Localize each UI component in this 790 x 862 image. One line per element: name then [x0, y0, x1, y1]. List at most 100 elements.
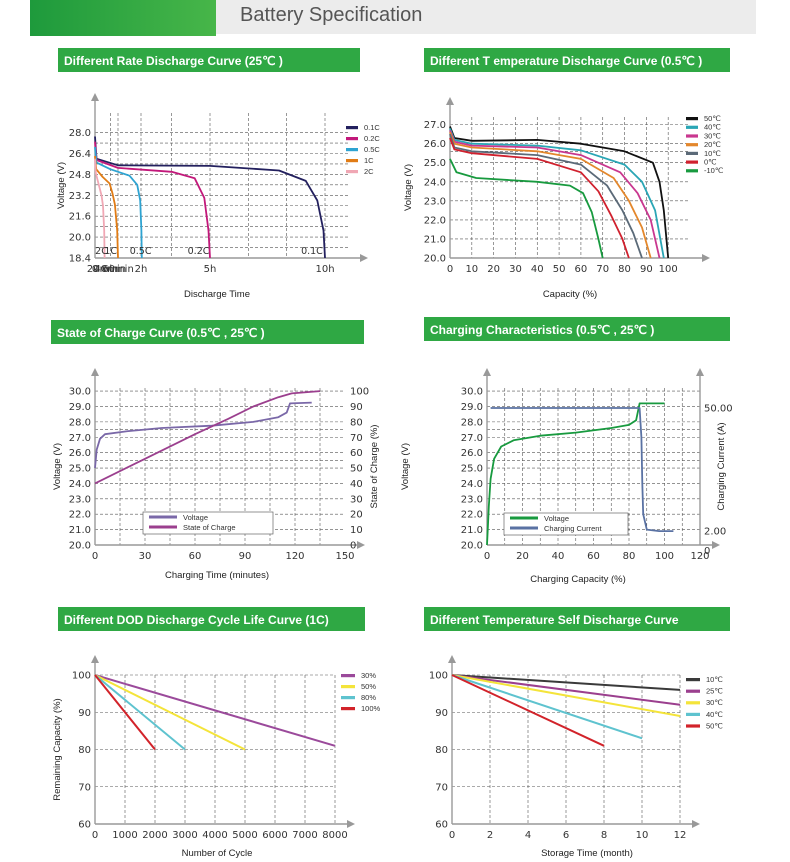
legend-swatch: [346, 126, 358, 130]
legend-swatch: [686, 169, 698, 173]
x-tick-label: 60min: [102, 264, 134, 275]
y-tick-label: 20.0: [69, 541, 91, 552]
y-tick-label: 80: [78, 745, 91, 756]
y-tick-label: 26.4: [69, 149, 91, 160]
y-tick-label: 27.0: [69, 433, 91, 444]
y-tick-label: 23.0: [69, 494, 91, 505]
y-axis-label: Voltage (V): [52, 443, 63, 490]
x-tick-label: 0: [484, 551, 490, 562]
x-tick-label: 60: [189, 551, 202, 562]
y-tick-label: 28.0: [69, 128, 91, 139]
series-line: [490, 407, 674, 532]
legend-label: 10℃: [704, 149, 721, 158]
legend-label: 1C: [364, 156, 374, 165]
legend-swatch: [686, 712, 700, 716]
series-line: [449, 158, 604, 259]
y-tick-label: 23.0: [461, 494, 483, 505]
series-line: [94, 146, 143, 259]
y-tick-label: 20.0: [461, 541, 483, 552]
y-tick-label: 22.0: [461, 510, 483, 521]
y-tick-label: 25.0: [461, 464, 483, 475]
x-tick-label: 10: [465, 264, 478, 275]
x-tick-label: 100: [655, 551, 674, 562]
legend-swatch: [346, 159, 358, 163]
y-tick-label: 100: [429, 671, 448, 682]
x-tick-label: 30: [509, 264, 522, 275]
y-tick-label: 24.0: [69, 479, 91, 490]
x-tick-label: 60: [575, 264, 588, 275]
y-tick-label: 21.6: [69, 212, 91, 223]
y-tick-label: 80: [435, 745, 448, 756]
series-line: [449, 137, 630, 259]
header-bar: [216, 0, 756, 34]
y-tick-label: 25.0: [69, 464, 91, 475]
x-axis-arrow: [357, 541, 365, 549]
x-tick-label: 8000: [322, 830, 347, 841]
x-tick-label: 120: [690, 551, 709, 562]
x-tick-label: 80: [623, 551, 636, 562]
series-line: [94, 390, 321, 485]
y-tick-label: 20.0: [424, 254, 446, 265]
x-tick-label: 60: [587, 551, 600, 562]
chart-title: Different Rate Discharge Curve (25℃ ): [64, 54, 283, 68]
x-tick-label: 40: [552, 551, 565, 562]
y-tick-label: 28.0: [461, 417, 483, 428]
page-title: Battery Specification: [240, 4, 423, 26]
series-line: [449, 126, 670, 259]
y-axis-arrow: [91, 655, 99, 663]
y-axis-label: Remaining Capacity (%): [52, 698, 63, 800]
x-tick-label: 20: [516, 551, 529, 562]
chart-rate: Different Rate Discharge Curve (25℃ ) 18.…: [56, 48, 380, 300]
x-tick-label: 12: [674, 830, 687, 841]
chart-title: Different Temperature Self Discharge Cur…: [430, 613, 679, 627]
x-tick-label: 90: [640, 264, 653, 275]
y-tick-label: 60: [78, 820, 91, 831]
x-axis-label: Charging Time (minutes): [165, 570, 269, 581]
chart-title-box: [424, 48, 730, 72]
y-tick-label: 25.0: [424, 158, 446, 169]
legend-swatch: [341, 696, 355, 700]
y-axis-label: Voltage (V): [56, 162, 67, 209]
x-tick-label: 40min: [95, 264, 127, 275]
y-axis-label: Voltage (V): [403, 164, 414, 211]
y2-tick-label: 20: [350, 510, 363, 521]
x-tick-label: 100: [659, 264, 678, 275]
x-axis-arrow: [712, 541, 720, 549]
legend-label: -10℃: [704, 166, 724, 175]
legend-label: Charging Current: [544, 524, 602, 533]
y-tick-label: 27.0: [461, 433, 483, 444]
legend-label: 10℃: [706, 675, 723, 684]
x-axis-label: Discharge Time: [184, 289, 250, 300]
y-tick-label: 22.0: [424, 215, 446, 226]
x-tick-label: 2h: [135, 264, 148, 275]
y2-axis-label: Charging Current (A): [716, 422, 727, 510]
legend-swatch: [686, 117, 698, 121]
x-tick-label: 20: [487, 264, 500, 275]
chart-charging: Charging Characteristics (0.5℃ , 25℃ ) 20…: [400, 317, 733, 585]
legend-label: 50℃: [704, 114, 721, 123]
series-line: [94, 674, 186, 751]
legend-label: 0.1C: [364, 123, 380, 132]
legend-label: 30℃: [704, 131, 721, 140]
x-axis-arrow: [347, 820, 355, 828]
x-axis-label: Charging Capacity (%): [530, 574, 626, 585]
y2-tick-label: 50: [350, 464, 363, 475]
series-line: [451, 674, 681, 717]
y2-tick-label: 10: [350, 525, 363, 536]
y2-tick-label: 0: [704, 546, 710, 557]
y-tick-label: 22.0: [69, 510, 91, 521]
y-tick-label: 18.4: [69, 254, 91, 265]
legend-swatch: [346, 148, 358, 152]
y-tick-label: 26.0: [461, 448, 483, 459]
y-axis-label: Voltage (V): [400, 443, 411, 490]
legend-swatch: [346, 170, 358, 174]
curve-annotation: 0.1C: [301, 246, 323, 257]
legend-label: State of Charge: [183, 523, 236, 532]
legend-swatch: [686, 678, 700, 682]
x-tick-label: 70: [596, 264, 609, 275]
x-axis-label: Number of Cycle: [182, 848, 253, 859]
x-tick-label: 50: [553, 264, 566, 275]
y-tick-label: 21.0: [461, 525, 483, 536]
y-tick-label: 60: [435, 820, 448, 831]
